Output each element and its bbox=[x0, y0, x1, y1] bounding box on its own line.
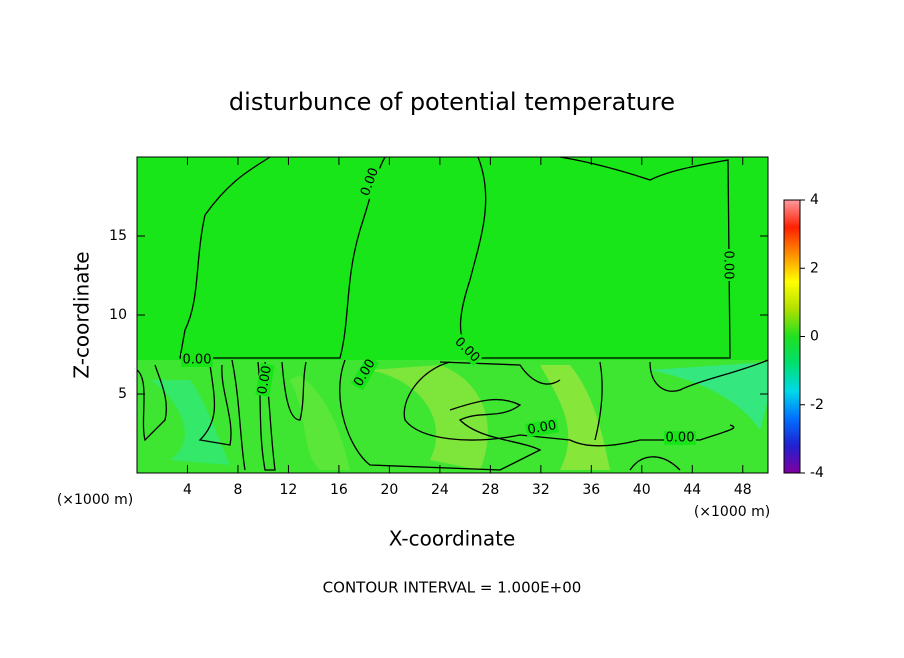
x-tick-label: 44 bbox=[683, 482, 701, 498]
y-tick-label: 15 bbox=[109, 228, 127, 244]
field-patch bbox=[650, 362, 768, 430]
x-tick-label: 16 bbox=[330, 482, 348, 498]
contour-label: 0.00 bbox=[183, 353, 212, 368]
contour-label-bg bbox=[255, 363, 275, 397]
contour-line bbox=[231, 359, 246, 471]
contour-line bbox=[204, 156, 271, 216]
x-tick-label: 48 bbox=[734, 482, 752, 498]
y-axis-label: Z-coordinate bbox=[70, 251, 94, 378]
contour-line bbox=[629, 456, 681, 471]
contour-label-bg bbox=[181, 353, 213, 367]
field-patch bbox=[370, 365, 488, 470]
contour-label: 0.00 bbox=[255, 364, 275, 395]
contour-line bbox=[339, 359, 542, 471]
field-patch bbox=[540, 365, 610, 470]
x-tick-label: 12 bbox=[280, 482, 298, 498]
contour-line bbox=[439, 361, 561, 385]
x-tick-label: 20 bbox=[380, 482, 398, 498]
contour-line bbox=[649, 359, 769, 392]
x-tick-label: 8 bbox=[233, 482, 242, 498]
contour-label: 0.00 bbox=[721, 251, 736, 280]
contour-line bbox=[179, 156, 386, 359]
y-unit: (×1000 m) bbox=[57, 492, 133, 508]
contour-label-bg bbox=[450, 333, 484, 367]
y-tick-label: 10 bbox=[109, 307, 127, 323]
chart-title: disturbunce of potential temperature bbox=[229, 88, 675, 116]
colorbar-tick-label: 2 bbox=[810, 260, 819, 276]
x-tick-label: 40 bbox=[633, 482, 651, 498]
field-patch bbox=[290, 375, 350, 470]
field bbox=[137, 157, 768, 473]
colorbar bbox=[783, 199, 801, 474]
contour-label-bg bbox=[357, 164, 383, 200]
contour-label-bg bbox=[664, 431, 696, 445]
contour-label: 0.00 bbox=[526, 418, 557, 438]
contour-line bbox=[594, 361, 603, 441]
contour-label-bg bbox=[525, 418, 559, 438]
contour-line bbox=[281, 361, 307, 421]
annotation: CONTOUR INTERVAL = 1.000E+00 bbox=[323, 579, 582, 597]
colorbar-tick-label: -4 bbox=[810, 465, 824, 481]
colorbar-tick-label: 4 bbox=[810, 192, 819, 208]
x-tick-label: 4 bbox=[183, 482, 192, 498]
contour-line bbox=[403, 361, 735, 447]
x-unit: (×1000 m) bbox=[694, 504, 770, 520]
contour-label-bg bbox=[721, 249, 735, 281]
x-tick-label: 36 bbox=[582, 482, 600, 498]
x-tick-label: 32 bbox=[532, 482, 550, 498]
x-axis-label: X-coordinate bbox=[389, 527, 516, 551]
contour-label-bg bbox=[350, 355, 380, 391]
y-tick-label: 5 bbox=[118, 386, 127, 402]
contour-label: 0.00 bbox=[666, 431, 695, 446]
colorbar-tick-label: -2 bbox=[810, 397, 824, 413]
contour-line bbox=[136, 364, 167, 442]
x-tick-label: 24 bbox=[431, 482, 449, 498]
contours bbox=[136, 156, 769, 471]
field-patch bbox=[150, 380, 230, 465]
x-tick-label: 28 bbox=[481, 482, 499, 498]
contour-line bbox=[198, 364, 232, 446]
colorbar-tick-label: 0 bbox=[810, 329, 819, 345]
